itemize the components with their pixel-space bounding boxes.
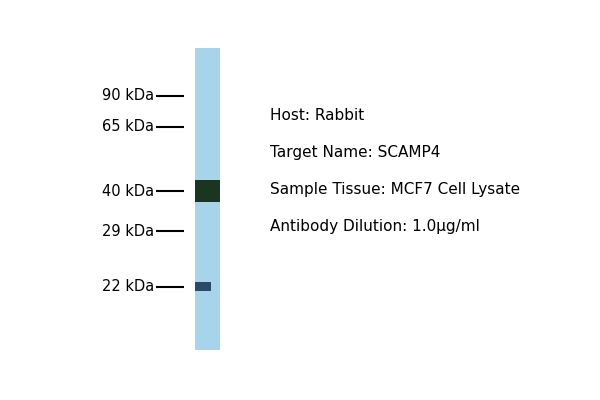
Text: 40 kDa: 40 kDa [102,184,154,199]
Text: Target Name: SCAMP4: Target Name: SCAMP4 [270,145,440,160]
Bar [195,282,211,291]
Text: Host: Rabbit: Host: Rabbit [270,108,365,123]
Text: 90 kDa: 90 kDa [102,88,154,103]
Text: 22 kDa: 22 kDa [102,279,154,294]
Text: Sample Tissue: MCF7 Cell Lysate: Sample Tissue: MCF7 Cell Lysate [270,182,520,197]
Bar [195,180,220,202]
Text: 65 kDa: 65 kDa [102,119,154,134]
Text: Antibody Dilution: 1.0μg/ml: Antibody Dilution: 1.0μg/ml [270,219,480,234]
Text: 29 kDa: 29 kDa [102,224,154,239]
Bar [195,48,220,350]
